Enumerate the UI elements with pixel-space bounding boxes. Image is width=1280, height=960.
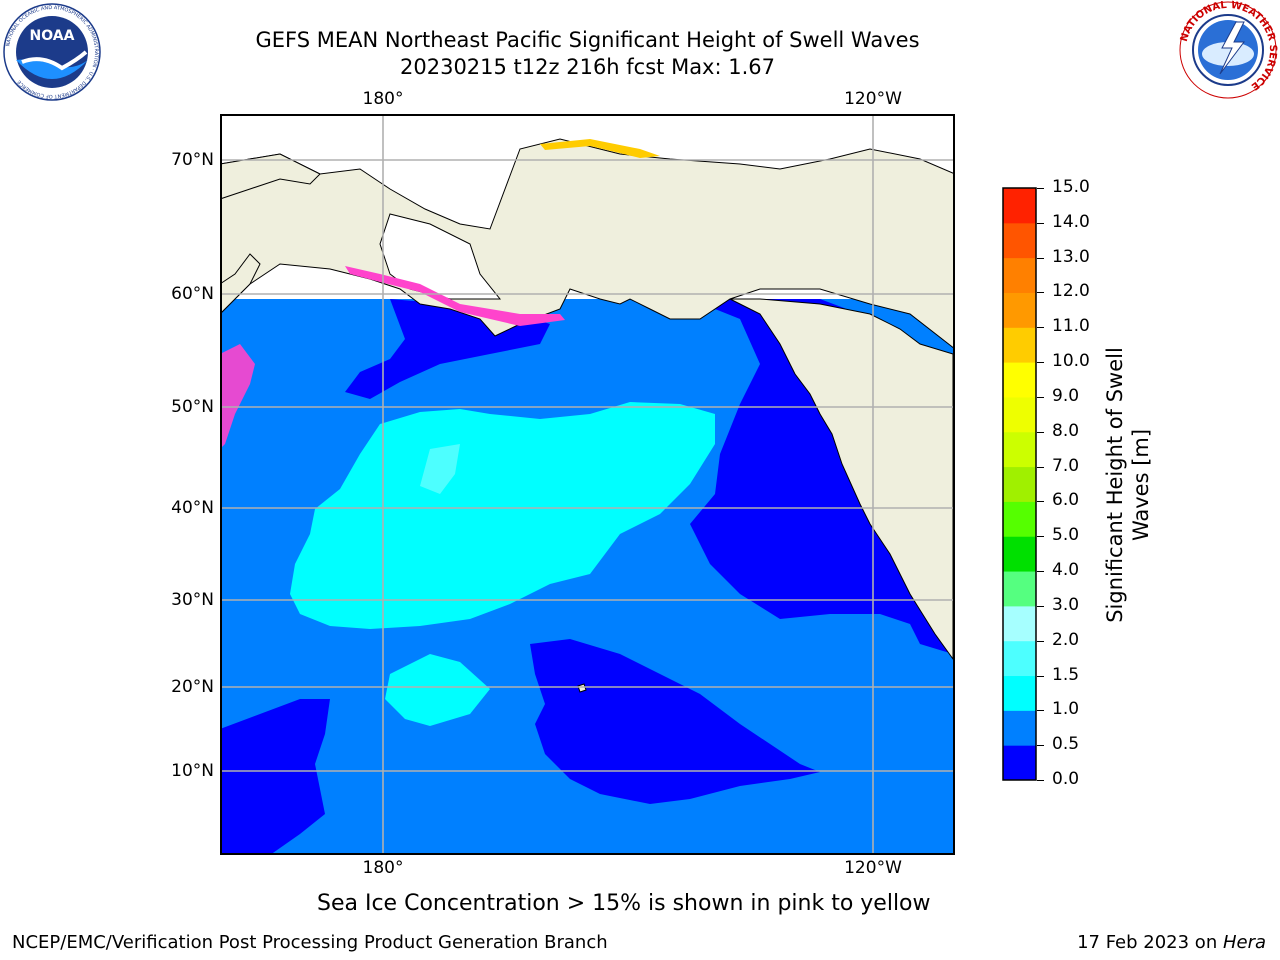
colorbar-tick-label: 8.0 bbox=[1052, 420, 1080, 441]
footer-host: Hera bbox=[1222, 932, 1266, 953]
bottom-lon-label-120w: 120°W bbox=[844, 858, 902, 878]
colorbar-segment bbox=[1003, 327, 1036, 363]
colorbar-tick-label: 7.0 bbox=[1052, 455, 1080, 476]
colorbar-tick-label: 9.0 bbox=[1052, 385, 1080, 406]
colorbar-tick-mark bbox=[1037, 710, 1044, 712]
colorbar-tick-label: 14.0 bbox=[1052, 211, 1090, 232]
colorbar-segment bbox=[1003, 536, 1036, 572]
bering-sea-gap bbox=[379, 213, 502, 300]
colorbar-tick-mark bbox=[1037, 222, 1044, 224]
swell-1to1p5-south bbox=[385, 654, 490, 726]
map-plot bbox=[220, 114, 955, 855]
colorbar-tick-label: 5.0 bbox=[1052, 525, 1080, 546]
low-swell-southwest bbox=[221, 699, 330, 854]
colorbar-tick-mark bbox=[1037, 292, 1044, 294]
colorbar-tick-mark bbox=[1037, 536, 1044, 538]
swell-1to1p5-central bbox=[290, 402, 715, 629]
sea-ice-arctic-coast bbox=[540, 139, 660, 158]
colorbar-tick-mark bbox=[1037, 257, 1044, 259]
colorbar-tick-mark bbox=[1037, 466, 1044, 468]
colorbar-tick-mark bbox=[1037, 188, 1044, 189]
land-kamchatka bbox=[221, 253, 261, 314]
colorbar-tick-label: 3.0 bbox=[1052, 594, 1080, 615]
lat-label-50n: 50°N bbox=[171, 397, 214, 417]
land-alaska-canada bbox=[221, 138, 954, 349]
colorbar-frame bbox=[1002, 187, 1037, 781]
colorbar-segment bbox=[1003, 431, 1036, 468]
colorbar bbox=[1002, 187, 1037, 781]
nws-logo: NATIONAL WEATHER SERVICE bbox=[1179, 0, 1278, 99]
sea-ice-caption: Sea Ice Concentration > 15% is shown in … bbox=[317, 891, 931, 916]
footer-right: 17 Feb 2023 on Hera bbox=[1077, 932, 1266, 953]
colorbar-tick-label: 0.0 bbox=[1052, 769, 1080, 789]
colorbar-tick-mark bbox=[1037, 605, 1044, 607]
colorbar-tick-label: 11.0 bbox=[1052, 316, 1090, 337]
top-lon-label-180: 180° bbox=[362, 89, 404, 109]
lat-label-10n: 10°N bbox=[171, 761, 214, 781]
footer-date: 17 Feb 2023 on bbox=[1077, 932, 1223, 953]
colorbar-tick-label: 12.0 bbox=[1052, 281, 1090, 302]
lat-label-70n: 70°N bbox=[171, 150, 214, 170]
colorbar-segment bbox=[1003, 396, 1036, 433]
colorbar-segment bbox=[1003, 257, 1036, 293]
noaa-logo-text: NOAA bbox=[30, 28, 75, 44]
colorbar-label-line1: Significant Height of Swell bbox=[1103, 347, 1127, 623]
colorbar-segment bbox=[1003, 571, 1036, 607]
low-swell-tropics bbox=[530, 639, 820, 804]
lat-label-20n: 20°N bbox=[171, 677, 214, 697]
lat-label-40n: 40°N bbox=[171, 498, 214, 518]
colorbar-segment bbox=[1003, 745, 1036, 781]
colorbar-segment bbox=[1003, 292, 1036, 328]
colorbar-label-line2: Waves [m] bbox=[1129, 428, 1153, 542]
colorbar-tick-label: 2.0 bbox=[1052, 629, 1080, 650]
colorbar-tick-label: 6.0 bbox=[1052, 490, 1080, 511]
gridlines bbox=[221, 115, 954, 854]
colorbar-tick-mark bbox=[1037, 745, 1044, 747]
colorbar-tick-label: 1.5 bbox=[1052, 664, 1080, 685]
footer-left: NCEP/EMC/Verification Post Processing Pr… bbox=[12, 932, 608, 953]
colorbar-tick-label: 0.5 bbox=[1052, 734, 1080, 755]
map-frame bbox=[220, 114, 955, 855]
colorbar-tick-mark bbox=[1037, 362, 1044, 364]
colorbar-segment bbox=[1003, 188, 1036, 224]
top-lon-label-120w: 120°W bbox=[844, 89, 902, 109]
bottom-lon-label-180: 180° bbox=[362, 858, 404, 878]
colorbar-tick-mark bbox=[1037, 640, 1044, 642]
colorbar-segment bbox=[1003, 222, 1036, 259]
colorbar-segment bbox=[1003, 362, 1036, 398]
swell-1p5to2-patch bbox=[420, 444, 460, 494]
sea-ice-okhotsk bbox=[221, 344, 255, 448]
colorbar-label: Significant Height of Swell Waves [m] bbox=[1102, 347, 1154, 623]
colorbar-tick-label: 15.0 bbox=[1052, 177, 1090, 197]
colorbar-tick-mark bbox=[1037, 396, 1044, 398]
colorbar-tick-label: 4.0 bbox=[1052, 560, 1080, 581]
colorbar-tick-mark bbox=[1037, 571, 1044, 573]
colorbar-tick-label: 13.0 bbox=[1052, 246, 1090, 267]
colorbar-tick-mark bbox=[1037, 780, 1044, 781]
noaa-logo: NOAA NATIONAL OCEANIC AND ATMOSPHERIC AD… bbox=[3, 3, 101, 101]
colorbar-tick-mark bbox=[1037, 327, 1044, 329]
sea-ice-bering bbox=[345, 266, 565, 326]
colorbar-segment bbox=[1003, 501, 1036, 537]
lat-label-60n: 60°N bbox=[171, 284, 214, 304]
colorbar-tick-mark bbox=[1037, 501, 1044, 503]
lat-label-30n: 30°N bbox=[171, 590, 214, 610]
colorbar-segment bbox=[1003, 640, 1036, 677]
colorbar-tick-label: 1.0 bbox=[1052, 699, 1080, 720]
colorbar-tick-label: 10.0 bbox=[1052, 351, 1090, 372]
colorbar-segment bbox=[1003, 605, 1036, 642]
land-north-america-coast bbox=[729, 298, 954, 661]
colorbar-tick-mark bbox=[1037, 431, 1044, 433]
chart-title-line2: 20230215 t12z 216h fcst Max: 1.67 bbox=[400, 55, 775, 79]
chart-title-line1: GEFS MEAN Northeast Pacific Significant … bbox=[255, 28, 920, 52]
land-chukotka bbox=[221, 153, 321, 200]
colorbar-segment bbox=[1003, 675, 1036, 711]
land-hawaii bbox=[577, 683, 587, 693]
colorbar-segment bbox=[1003, 710, 1036, 746]
colorbar-tick-mark bbox=[1037, 675, 1044, 677]
colorbar-segment bbox=[1003, 466, 1036, 502]
